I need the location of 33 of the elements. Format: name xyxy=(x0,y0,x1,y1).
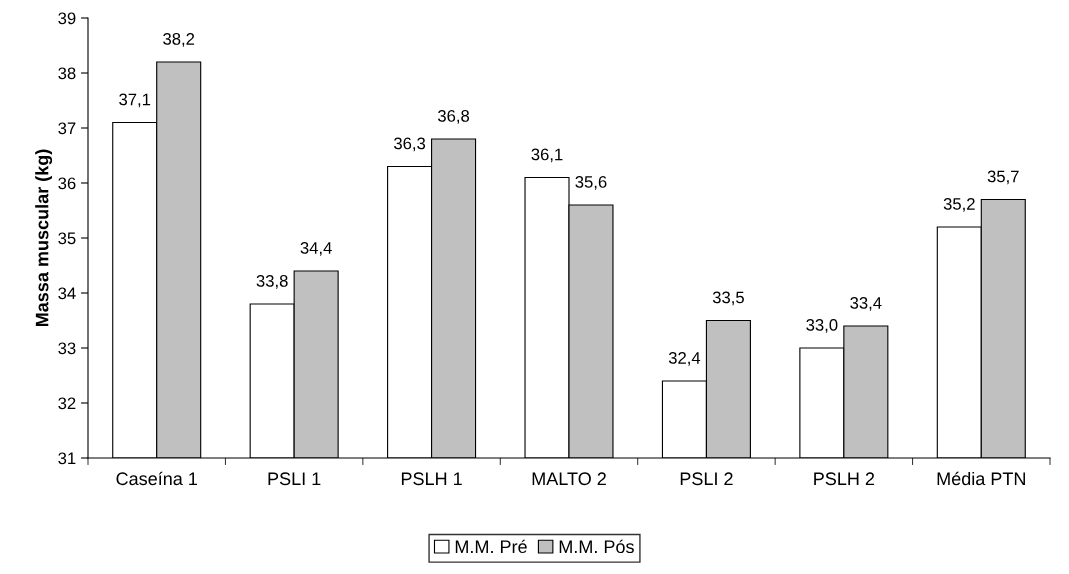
x-tick-label: MALTO 2 xyxy=(532,472,606,486)
x-tick-label: PSLI 2 xyxy=(680,472,733,486)
y-tick-label: 31 xyxy=(58,452,76,465)
y-tick-label: 32 xyxy=(58,397,76,410)
x-tick-label: Caseína 1 xyxy=(116,471,197,486)
legend-label: M.M. Pós xyxy=(559,539,634,554)
data-label: 38,2 xyxy=(163,33,195,47)
x-tick-label: PSLH 1 xyxy=(401,472,462,486)
data-label: 36,8 xyxy=(437,110,470,124)
y-tick-label: 34 xyxy=(58,287,76,300)
data-label: 33,5 xyxy=(712,291,744,306)
data-label: 34,4 xyxy=(300,242,332,256)
data-label: 33,8 xyxy=(256,275,288,289)
y-tick-label: 33 xyxy=(58,342,76,355)
x-tick-label: Média PTN xyxy=(937,471,1025,486)
data-label: 35,7 xyxy=(987,170,1019,185)
x-tick-label: PSLI 1 xyxy=(268,472,321,486)
data-label: 35,2 xyxy=(943,198,975,212)
x-tick-label: PSLH 2 xyxy=(814,472,875,486)
y-tick-label: 35 xyxy=(58,232,76,245)
legend-label: M.M. Pré xyxy=(455,539,527,554)
data-label: 37,1 xyxy=(119,93,151,108)
data-label: 36,1 xyxy=(531,148,563,163)
y-tick-label: 36 xyxy=(58,177,76,190)
y-tick-label: 37 xyxy=(58,122,76,135)
data-label: 35,6 xyxy=(575,176,607,190)
data-label: 33,0 xyxy=(806,319,838,333)
data-label: 36,3 xyxy=(394,137,426,152)
data-label: 32,4 xyxy=(668,352,701,366)
y-tick-label: 39 xyxy=(58,12,76,25)
y-tick-label: 38 xyxy=(58,67,76,80)
data-label: 33,4 xyxy=(850,297,882,311)
y-axis-title: Massa muscular (kg) xyxy=(35,149,53,327)
